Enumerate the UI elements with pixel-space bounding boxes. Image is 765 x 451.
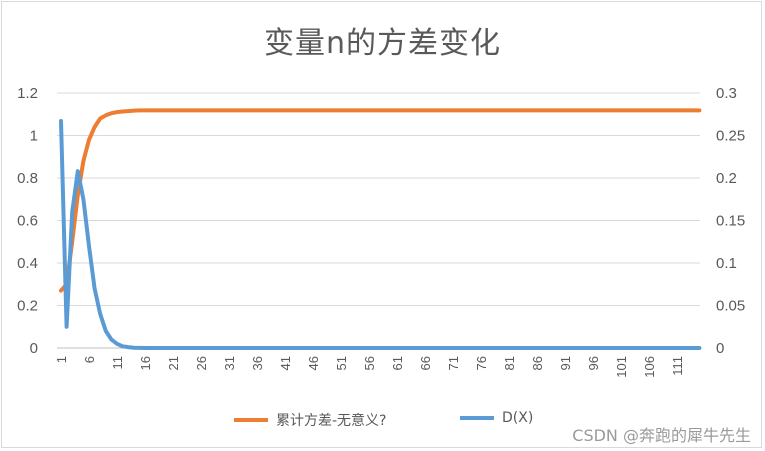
y-left-tick-label: 0.6 <box>17 213 38 230</box>
x-tick-label: 26 <box>194 356 209 370</box>
x-tick-label: 66 <box>418 356 433 370</box>
legend-item-cumulative-variance: 累计方差-无意义? <box>234 410 386 430</box>
x-tick-label: 71 <box>446 356 461 370</box>
y-left-tick-label: 0.2 <box>17 298 38 315</box>
x-tick-label: 36 <box>250 356 265 370</box>
y-left-tick-label: 1.2 <box>17 85 38 102</box>
y-right-tick-label: 0.3 <box>716 85 737 102</box>
y-right-tick-label: 0 <box>716 340 724 357</box>
y-right-tick-label: 0.2 <box>716 170 737 187</box>
x-tick-label: 11 <box>110 356 125 370</box>
x-tick-label: 31 <box>222 356 237 370</box>
legend-item-dx: D(X) <box>460 410 533 426</box>
y-right-tick-label: 0.05 <box>716 298 745 315</box>
x-tick-label: 56 <box>362 356 377 370</box>
x-tick-label: 6 <box>82 356 97 363</box>
x-tick-label: 96 <box>586 356 601 370</box>
x-tick-label: 101 <box>614 356 629 378</box>
y-left-tick-label: 0.8 <box>17 170 38 187</box>
x-tick-label: 41 <box>278 356 293 370</box>
y-left-tick-label: 0 <box>30 340 38 357</box>
x-tick-label: 61 <box>390 356 405 370</box>
x-tick-label: 111 <box>670 356 685 376</box>
y-left-tick-label: 1 <box>30 128 38 145</box>
chart-title: 变量n的方差变化 <box>263 26 501 61</box>
y-right-tick-label: 0.1 <box>716 255 737 272</box>
series-line <box>59 108 702 293</box>
y-right-tick-label: 0.25 <box>716 128 745 145</box>
y-right-tick-label: 0.15 <box>716 213 745 230</box>
legend-label-cumulative-variance: 累计方差-无意义? <box>276 413 387 429</box>
watermark: CSDN @奔跑的犀牛先生 <box>572 426 751 445</box>
x-tick-label: 91 <box>558 356 573 370</box>
x-tick-label: 1 <box>54 356 69 363</box>
series-line <box>59 119 702 350</box>
x-tick-label: 16 <box>138 356 153 370</box>
x-tick-label: 86 <box>530 356 545 370</box>
x-tick-label: 21 <box>166 356 181 370</box>
legend: 累计方差-无意义? D(X) <box>0 410 765 434</box>
x-tick-label: 106 <box>642 356 657 378</box>
y-left-tick-label: 0.4 <box>17 255 38 272</box>
legend-swatch-orange <box>234 418 268 422</box>
x-tick-label: 46 <box>306 356 321 370</box>
x-tick-label: 76 <box>474 356 489 370</box>
legend-swatch-blue <box>460 416 494 420</box>
x-tick-label: 81 <box>502 356 517 370</box>
x-tick-label: 51 <box>334 356 349 370</box>
legend-label-dx: D(X) <box>502 410 534 426</box>
